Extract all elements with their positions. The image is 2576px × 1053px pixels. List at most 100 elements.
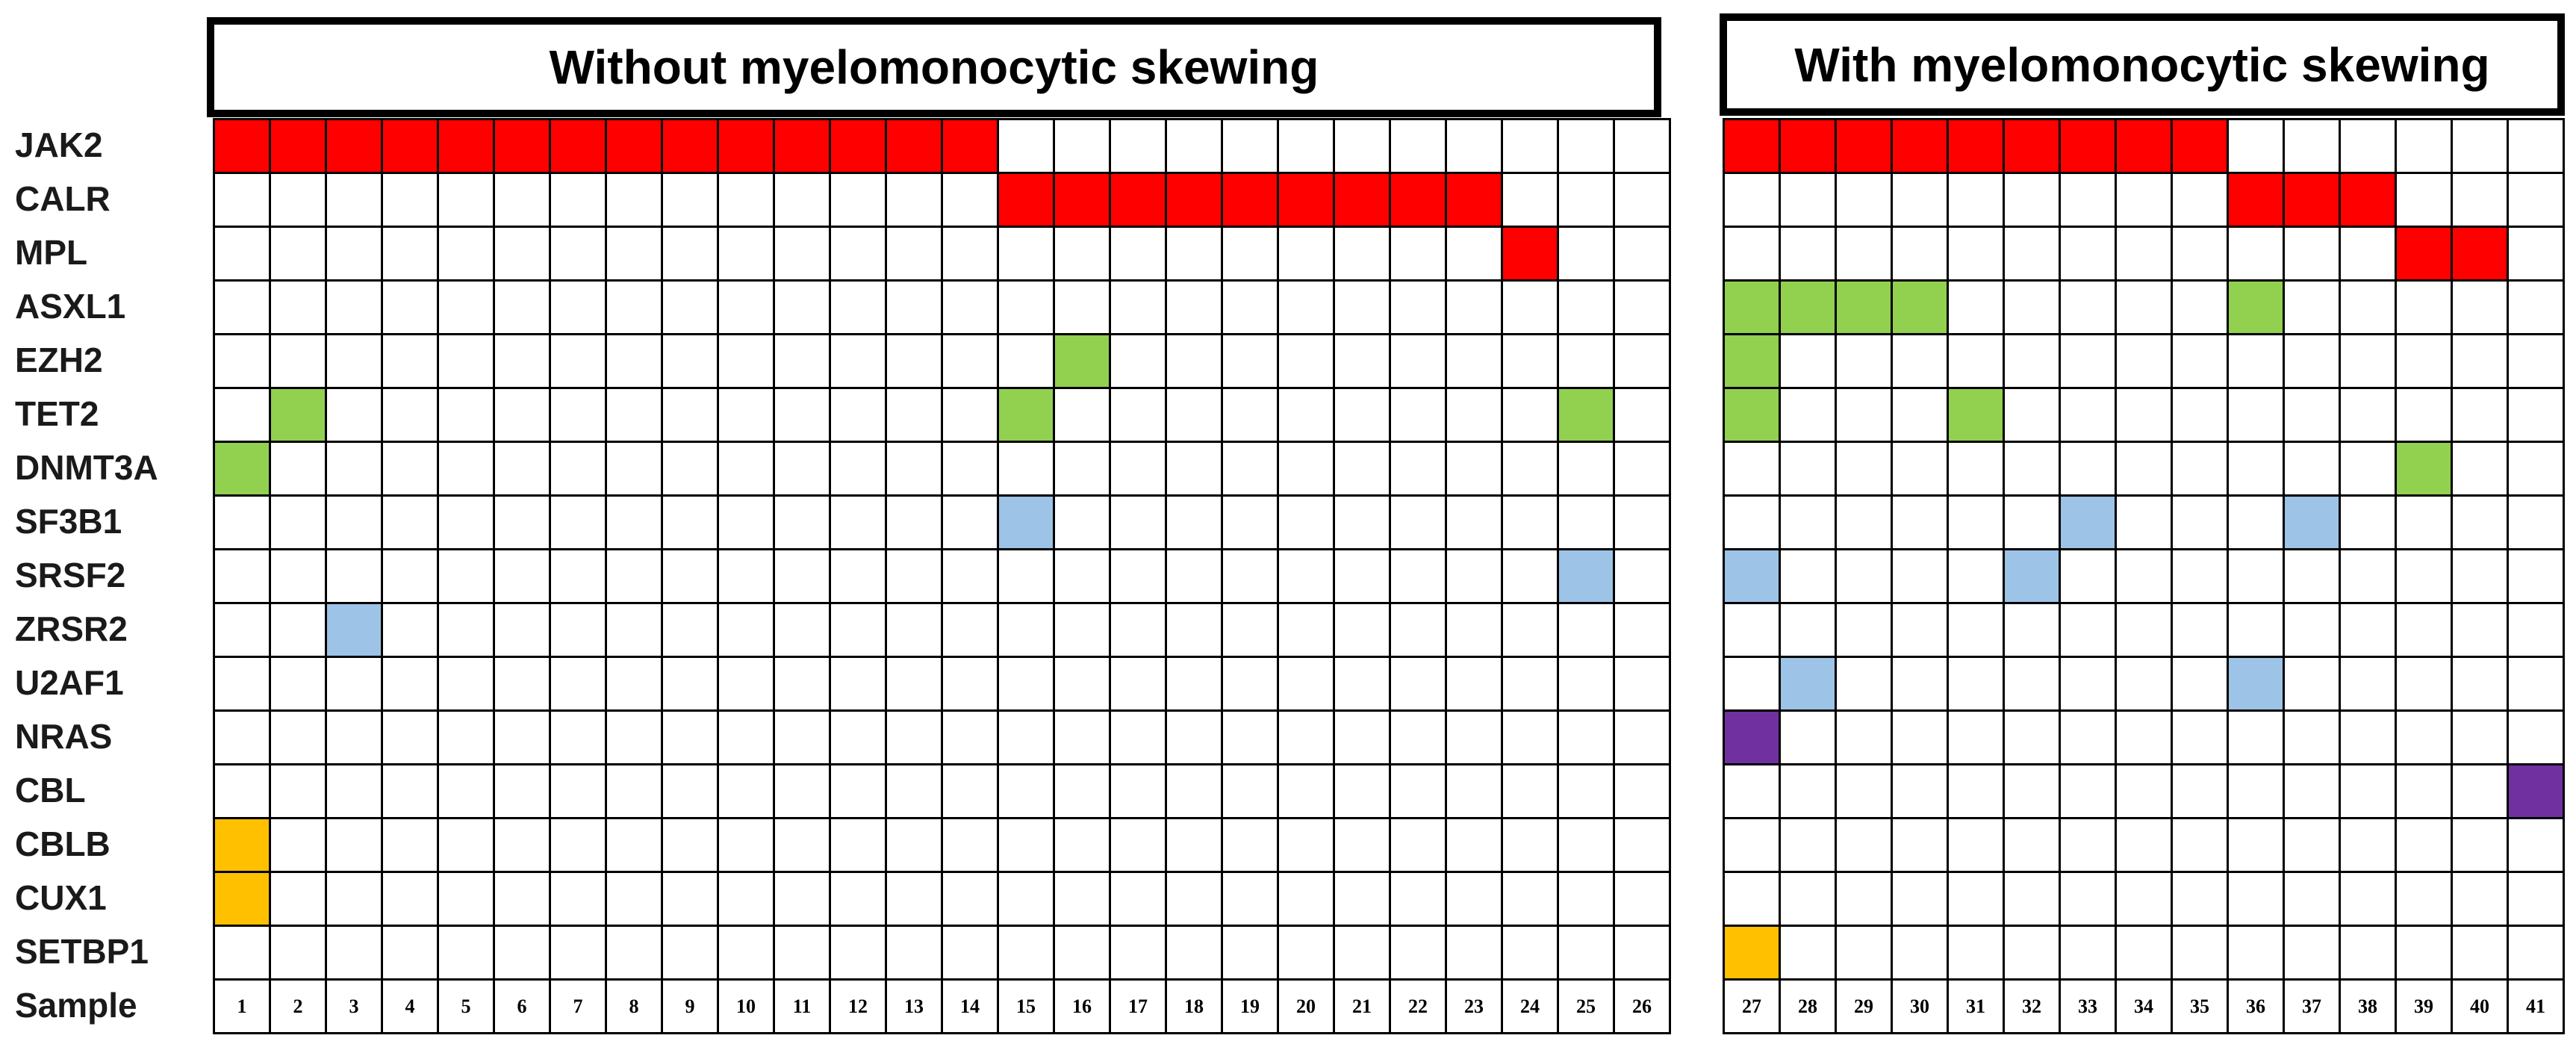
grid-cell bbox=[2397, 120, 2453, 174]
grid-cell bbox=[1503, 120, 1559, 174]
grid-cell bbox=[551, 765, 607, 819]
grid-cell bbox=[1615, 120, 1671, 174]
grid-cell bbox=[1781, 443, 1837, 497]
mutation-cell-dnmt3a-39 bbox=[2397, 443, 2453, 497]
grid-cell bbox=[1167, 497, 1223, 550]
mutation-cell-tet2-27 bbox=[1725, 389, 1781, 443]
grid-cell bbox=[327, 712, 383, 765]
grid-cell bbox=[1893, 389, 1949, 443]
grid-cell bbox=[1949, 658, 2005, 712]
mutation-cell-jak2-9 bbox=[663, 120, 719, 174]
grid-cell bbox=[1279, 550, 1335, 604]
grid-cell bbox=[327, 174, 383, 228]
grid-cell bbox=[831, 873, 887, 927]
grid-cell bbox=[1279, 819, 1335, 873]
grid-cell bbox=[607, 765, 663, 819]
grid-cell bbox=[2061, 927, 2117, 981]
grid-cell bbox=[1223, 497, 1279, 550]
grid-cell bbox=[2061, 389, 2117, 443]
grid-cell bbox=[2173, 819, 2229, 873]
grid-cell bbox=[383, 604, 439, 658]
mutation-cell-srsf2-25 bbox=[1559, 550, 1615, 604]
grid-cell bbox=[663, 282, 719, 335]
grid-cell bbox=[1223, 282, 1279, 335]
grid-cell bbox=[607, 228, 663, 282]
sample-number-4: 4 bbox=[383, 981, 439, 1034]
grid-cell bbox=[383, 819, 439, 873]
grid-cell bbox=[2173, 174, 2229, 228]
grid-cell bbox=[1055, 550, 1111, 604]
grid-cell bbox=[719, 604, 775, 658]
grid-cell bbox=[1335, 228, 1391, 282]
gene-label-ezh2: EZH2 bbox=[15, 341, 103, 379]
grid-cell bbox=[439, 927, 495, 981]
grid-cell bbox=[2117, 927, 2173, 981]
grid-cell bbox=[2509, 712, 2565, 765]
grid-cell bbox=[215, 604, 271, 658]
grid-cell bbox=[2453, 550, 2509, 604]
grid-cell bbox=[1447, 550, 1503, 604]
grid-cell bbox=[663, 927, 719, 981]
grid-cell bbox=[439, 335, 495, 389]
grid-cell bbox=[2173, 228, 2229, 282]
grid-cell bbox=[1223, 443, 1279, 497]
mutation-cell-jak2-28 bbox=[1781, 120, 1837, 174]
mutation-cell-nras-27 bbox=[1725, 712, 1781, 765]
sample-number-41: 41 bbox=[2509, 981, 2565, 1034]
grid-cell bbox=[719, 927, 775, 981]
grid-cell bbox=[327, 927, 383, 981]
grid-cell bbox=[1837, 174, 1893, 228]
grid-cell bbox=[2117, 873, 2173, 927]
grid-cell bbox=[1335, 497, 1391, 550]
grid-cell bbox=[2397, 604, 2453, 658]
grid-cell bbox=[1725, 873, 1781, 927]
grid-cell bbox=[1055, 873, 1111, 927]
grid-cell bbox=[2397, 819, 2453, 873]
grid-cell bbox=[1279, 927, 1335, 981]
grid-cell bbox=[1055, 819, 1111, 873]
grid-cell bbox=[1055, 497, 1111, 550]
grid-cell bbox=[1223, 335, 1279, 389]
sample-number-33: 33 bbox=[2061, 981, 2117, 1034]
gene-label-u2af1: U2AF1 bbox=[15, 663, 124, 702]
grid-cell bbox=[439, 174, 495, 228]
grid-cell bbox=[831, 927, 887, 981]
grid-cell bbox=[1279, 658, 1335, 712]
grid-cell bbox=[1615, 927, 1671, 981]
grid-cell bbox=[2285, 819, 2341, 873]
grid-cell bbox=[2005, 712, 2061, 765]
sample-number-28: 28 bbox=[1781, 981, 1837, 1034]
grid-cell bbox=[2285, 443, 2341, 497]
grid-cell bbox=[2285, 282, 2341, 335]
grid-cell bbox=[2061, 873, 2117, 927]
grid-cell bbox=[1111, 443, 1167, 497]
grid-cell bbox=[327, 443, 383, 497]
grid-cell bbox=[1111, 712, 1167, 765]
grid-cell bbox=[663, 443, 719, 497]
grid-cell bbox=[383, 497, 439, 550]
grid-cell bbox=[1391, 335, 1447, 389]
grid-cell bbox=[2509, 443, 2565, 497]
grid-cell bbox=[2509, 550, 2565, 604]
grid-cell bbox=[2173, 282, 2229, 335]
gene-label-sf3b1: SF3B1 bbox=[15, 502, 122, 541]
grid-cell bbox=[271, 228, 327, 282]
grid-cell bbox=[663, 658, 719, 712]
grid-cell bbox=[2005, 819, 2061, 873]
grid-cell bbox=[1167, 873, 1223, 927]
mutation-cell-jak2-5 bbox=[439, 120, 495, 174]
grid-cell bbox=[1615, 765, 1671, 819]
mutation-cell-mpl-40 bbox=[2453, 228, 2509, 282]
gene-label-asxl1: ASXL1 bbox=[15, 287, 126, 326]
grid-cell bbox=[439, 873, 495, 927]
grid-cell bbox=[1559, 604, 1615, 658]
grid-cell bbox=[719, 765, 775, 819]
sample-number-14: 14 bbox=[943, 981, 999, 1034]
grid-cell bbox=[439, 658, 495, 712]
grid-cell bbox=[2453, 873, 2509, 927]
grid-cell bbox=[943, 550, 999, 604]
grid-cell bbox=[551, 550, 607, 604]
mutation-cell-calr-22 bbox=[1391, 174, 1447, 228]
grid-cell bbox=[831, 604, 887, 658]
grid-cell bbox=[1391, 765, 1447, 819]
